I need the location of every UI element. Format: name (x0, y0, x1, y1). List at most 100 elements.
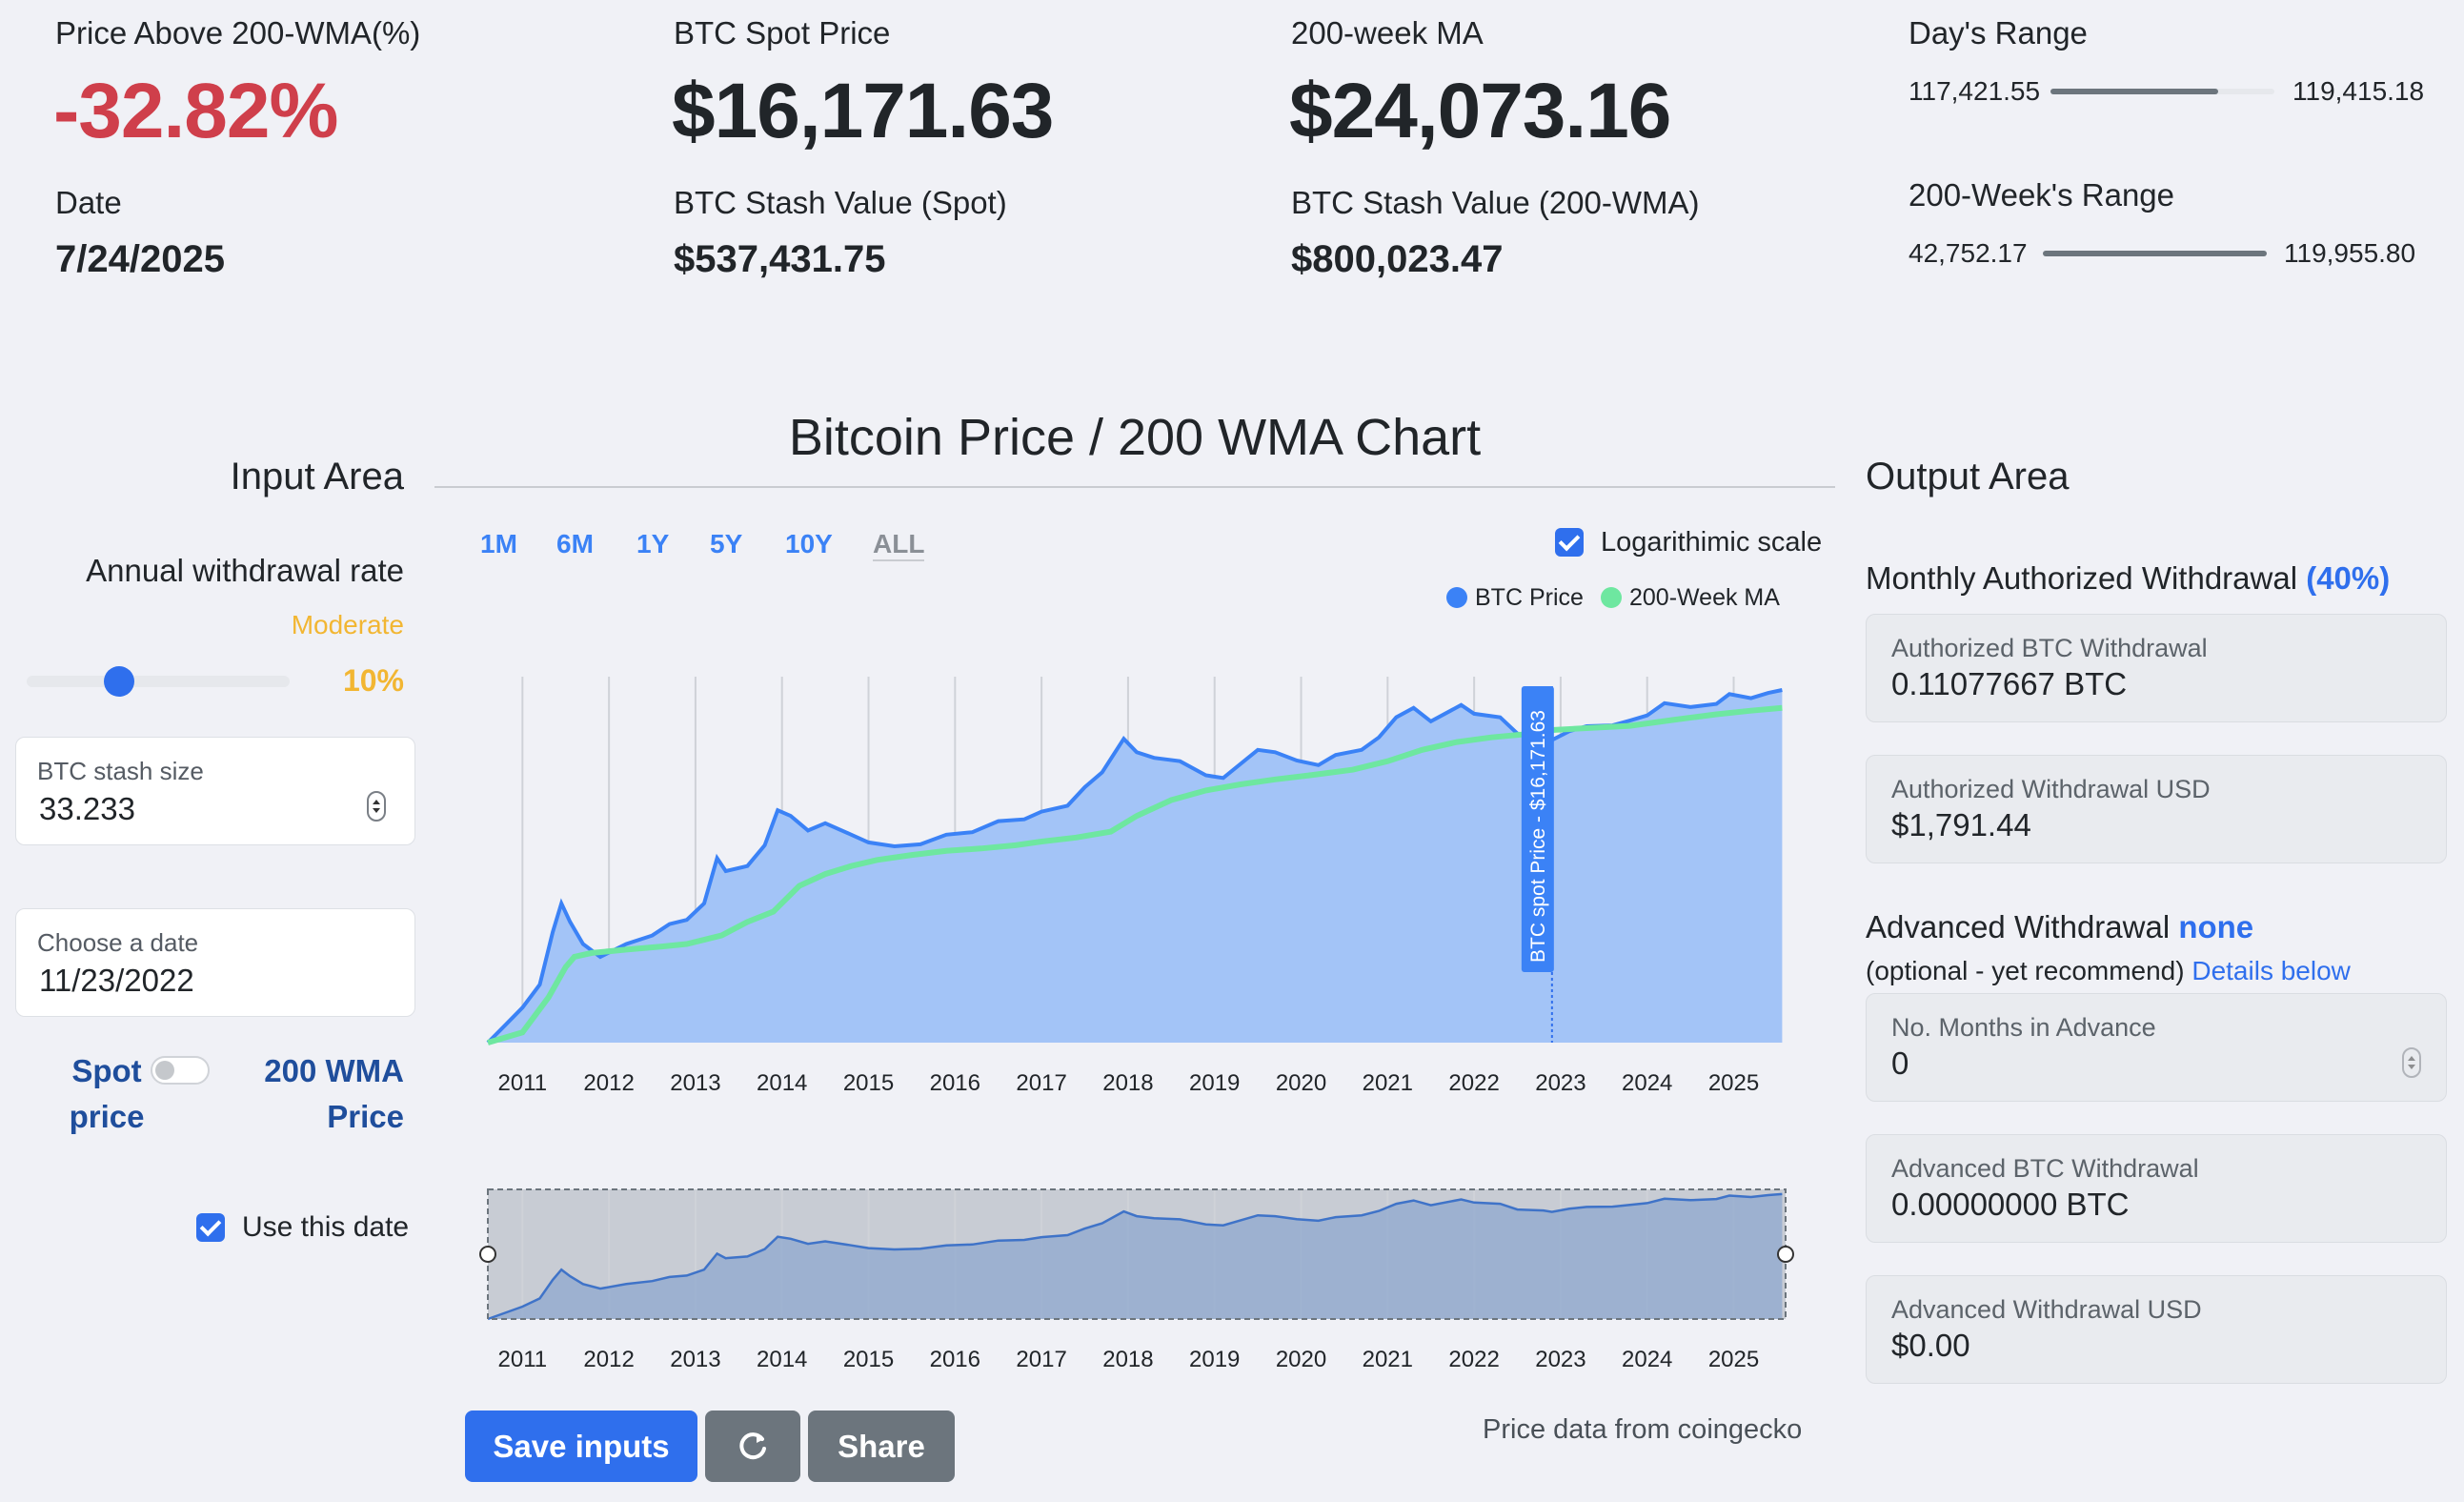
x-tick-label: 2013 (670, 1070, 720, 1096)
slider-thumb[interactable] (103, 666, 134, 697)
details-link[interactable]: Details below (2191, 956, 2351, 985)
x-tick-label: 2017 (1016, 1070, 1066, 1096)
adv-usd-value: $0.00 (1891, 1328, 1970, 1363)
stepper-icon[interactable] (367, 791, 386, 822)
advanced-withdrawal-label: Advanced Withdrawal (1866, 909, 2171, 944)
tab-6m[interactable]: 6M (556, 529, 594, 558)
output-area-title: Output Area (1866, 456, 2070, 497)
use-date-label: Use this date (242, 1211, 410, 1243)
save-inputs-button[interactable]: Save inputs (465, 1411, 697, 1482)
week-range-label: 200-Week's Range (1909, 177, 2175, 213)
optional-note: (optional - yet recommend) Details below (1866, 956, 2351, 986)
tab-5y[interactable]: 5Y (710, 529, 743, 558)
months-advance-value[interactable]: 0 (1891, 1045, 1909, 1081)
days-range-label: Day's Range (1909, 15, 2088, 51)
main-chart[interactable]: BTC spot Price - $16,171.63 2011 2012 2013 2… (476, 658, 1810, 1106)
adv-btc-label: Advanced BTC Withdrawal (1891, 1154, 2199, 1183)
marker-label-box (1521, 686, 1554, 972)
x-tick-label: 2022 (1448, 1070, 1499, 1096)
monthly-withdrawal-pct: (40%) (2306, 560, 2391, 596)
advanced-withdrawal-value: none (2178, 909, 2254, 944)
auth-btc-label: Authorized BTC Withdrawal (1891, 634, 2208, 662)
days-range-bar (2050, 89, 2274, 94)
stash-size-field[interactable]: BTC stash size 33.233 (15, 737, 415, 845)
navigator-chart[interactable]: 2011 2012 2013 2014 2015 2016 2017 2018 2019 2020… (476, 1182, 1810, 1372)
x-tick-label: 2012 (583, 1347, 634, 1372)
withdrawal-rate-label: Annual withdrawal rate (86, 553, 404, 588)
x-tick-label: 2016 (930, 1347, 980, 1372)
tab-all[interactable]: ALL (873, 529, 925, 561)
week-range-high: 119,955.80 (2284, 238, 2416, 268)
date-field[interactable]: Choose a date 11/23/2022 (15, 908, 415, 1017)
navigator-handle-right (1777, 1246, 1794, 1263)
chart-title: Bitcoin Price / 200 WMA Chart (788, 409, 1482, 466)
toggle-wma-label: 200 WMA Price (264, 1053, 404, 1134)
stepper-icon[interactable] (2402, 1047, 2421, 1078)
week-range-fill (2043, 251, 2267, 256)
use-date-checkbox[interactable] (196, 1213, 225, 1242)
btc-price-line (486, 688, 1783, 1045)
x-tick-label: 2024 (1622, 1347, 1672, 1372)
legend-wma-label: 200-Week MA (1629, 584, 1780, 611)
chart-divider (434, 486, 1835, 488)
spot-price-label: BTC Spot Price (674, 15, 891, 51)
withdrawal-rate-slider[interactable] (27, 666, 290, 697)
months-advance-label: No. Months in Advance (1891, 1013, 2156, 1042)
x-tick-label: 2023 (1535, 1347, 1585, 1372)
days-range-low: 117,421.55 (1909, 76, 2041, 106)
x-tick-label: 2023 (1535, 1070, 1585, 1096)
x-tick-label: 2024 (1622, 1070, 1672, 1096)
wma-label: 200-week MA (1291, 15, 1484, 51)
x-tick-label: 2015 (843, 1070, 894, 1096)
stash-wma-label: BTC Stash Value (200-WMA) (1291, 185, 1700, 220)
tab-1m[interactable]: 1M (480, 529, 517, 558)
adv-usd-card: Advanced Withdrawal USD $0.00 (1866, 1275, 2447, 1384)
x-tick-label: 2025 (1708, 1070, 1759, 1096)
auth-usd-label: Authorized Withdrawal USD (1891, 775, 2211, 803)
x-tick-label: 2012 (583, 1070, 634, 1096)
tab-10y[interactable]: 10Y (785, 529, 833, 558)
x-tick-label: 2022 (1448, 1347, 1499, 1372)
date-field-label: Choose a date (37, 928, 199, 957)
auth-btc-value: 0.11077667 BTC (1891, 666, 2128, 701)
x-tick-label: 2019 (1189, 1347, 1240, 1372)
x-tick-label: 2014 (757, 1070, 807, 1096)
risk-label: Moderate (291, 610, 404, 639)
x-tick-label: 2018 (1102, 1070, 1153, 1096)
date-field-value[interactable]: 11/23/2022 (39, 963, 194, 998)
adv-btc-value: 0.00000000 BTC (1891, 1187, 2130, 1222)
legend-wma-swatch (1601, 587, 1622, 608)
navigator-handle-left (479, 1246, 496, 1263)
monthly-withdrawal-label: Monthly Authorized Withdrawal (1866, 560, 2298, 596)
price-above-value: -32.82% (53, 68, 338, 154)
auth-usd-card: Authorized Withdrawal USD $1,791.44 (1866, 755, 2447, 863)
price-above-label: Price Above 200-WMA(%) (55, 15, 421, 51)
adv-usd-label: Advanced Withdrawal USD (1891, 1295, 2202, 1324)
log-scale-label: Logarithimic scale (1601, 527, 1823, 558)
stash-size-value[interactable]: 33.233 (39, 791, 135, 826)
input-area-title: Input Area (230, 456, 404, 497)
navigator-area (488, 1193, 1783, 1319)
adv-btc-card: Advanced BTC Withdrawal 0.00000000 BTC (1866, 1134, 2447, 1243)
optional-text: (optional - yet recommend) (1866, 956, 2185, 985)
marker-label: BTC spot Price - $16,171.63 (1527, 710, 1549, 963)
log-scale-checkbox[interactable] (1555, 528, 1584, 557)
tab-1y[interactable]: 1Y (636, 529, 670, 558)
x-tick-label: 2015 (843, 1347, 894, 1372)
stash-wma-value: $800,023.47 (1291, 238, 1504, 280)
days-range-high: 119,415.18 (2292, 76, 2425, 106)
auth-btc-card: Authorized BTC Withdrawal 0.11077667 BTC (1866, 614, 2447, 722)
x-tick-label: 2020 (1276, 1070, 1326, 1096)
stash-spot-value: $537,431.75 (674, 238, 886, 280)
months-advance-field[interactable]: No. Months in Advance 0 (1866, 993, 2447, 1102)
price-toggle[interactable] (151, 1056, 210, 1085)
date-value: 7/24/2025 (55, 238, 225, 280)
refresh-button[interactable] (705, 1411, 800, 1482)
week-range-low: 42,752.17 (1909, 238, 2028, 268)
toggle-spot-label: Spot price (69, 1053, 145, 1134)
share-button[interactable]: Share (808, 1411, 955, 1482)
auth-usd-value: $1,791.44 (1891, 807, 2031, 842)
wma-value: $24,073.16 (1289, 68, 1671, 154)
rate-value: 10% (342, 663, 404, 698)
x-tick-label: 2021 (1363, 1347, 1413, 1372)
